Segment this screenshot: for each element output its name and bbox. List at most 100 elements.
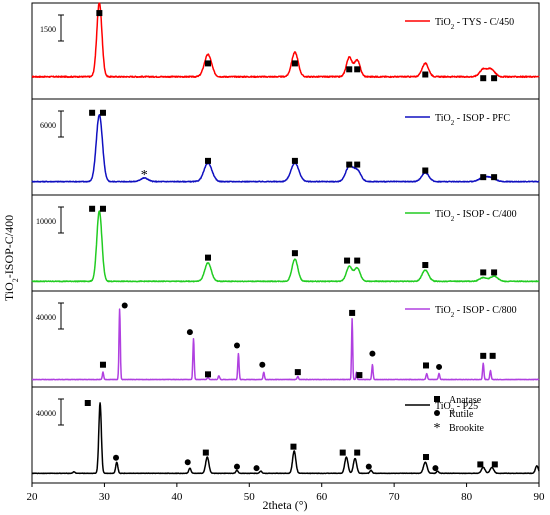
anatase-marker xyxy=(294,369,301,376)
scale-bar: 10000 xyxy=(36,206,64,234)
rutile-marker xyxy=(233,342,240,349)
pattern-curve xyxy=(31,114,540,183)
pattern-curve xyxy=(31,402,540,475)
series-name-part: TiO xyxy=(435,17,451,28)
series-legend-label: TiO2 - P25 xyxy=(435,401,478,415)
brookite-legend-icon: * xyxy=(434,421,441,436)
rutile-marker xyxy=(369,350,376,357)
series-legend-label: TiO2 - ISOP - C/400 xyxy=(435,209,517,223)
anatase-marker xyxy=(356,372,363,379)
anatase-marker xyxy=(205,60,212,67)
anatase-marker xyxy=(489,352,496,359)
rutile-marker xyxy=(233,463,240,470)
x-axis-title: 2theta (°) xyxy=(262,498,307,512)
y-axis-title-sub: 2 xyxy=(11,278,20,282)
anatase-marker xyxy=(354,449,361,456)
x-tick-label: 60 xyxy=(316,491,328,503)
anatase-marker xyxy=(354,66,361,73)
scale-bar-label: 10000 xyxy=(36,217,56,226)
anatase-marker xyxy=(344,257,351,264)
series-legend: TiO2 - ISOP - PFC xyxy=(405,113,510,127)
series-name-sub: 2 xyxy=(451,215,455,223)
anatase-marker xyxy=(422,167,429,174)
rutile-marker xyxy=(436,363,443,370)
peak-legend: Anatase Rutile * Brookite xyxy=(434,395,485,436)
anatase-marker xyxy=(339,449,346,456)
y-axis-title-main: TiO xyxy=(2,282,16,301)
scale-bar: 40000 xyxy=(36,302,64,330)
x-tick-label: 30 xyxy=(99,491,111,503)
rutile-marker xyxy=(259,361,266,368)
anatase-marker xyxy=(291,250,298,257)
panel-2: 6000 TiO2 - ISOP - PFC * xyxy=(31,98,540,196)
series-legend-label: TiO2 - ISOP - PFC xyxy=(435,113,510,127)
anatase-marker xyxy=(480,352,487,359)
series-name-part: - TYS - C/450 xyxy=(454,17,514,28)
anatase-marker xyxy=(205,157,212,164)
series-name-sub: 2 xyxy=(451,23,455,31)
anatase-marker xyxy=(346,66,353,73)
anatase-marker xyxy=(202,449,209,456)
anatase-marker xyxy=(422,71,429,78)
brookite-marker: * xyxy=(141,168,148,183)
panel-3: 10000 TiO2 - ISOP - C/400 xyxy=(31,194,540,292)
scale-bar: 1500 xyxy=(40,14,64,42)
rutile-marker xyxy=(113,454,120,461)
series-name-sub: 2 xyxy=(451,119,455,127)
panel-4: 40000 TiO2 - ISOP - C/800 xyxy=(31,290,540,388)
anatase-marker xyxy=(205,371,212,378)
series-name-part: - P25 xyxy=(454,401,478,412)
anatase-marker xyxy=(96,10,103,17)
rutile-marker xyxy=(253,465,260,472)
x-axis-ticks: 20 30 40 50 60 70 80 90 xyxy=(27,483,546,503)
series-legend: TiO2 - P25 xyxy=(405,401,478,415)
pattern-curve xyxy=(31,210,540,283)
series-name-part: - ISOP - C/800 xyxy=(454,305,516,316)
rutile-marker xyxy=(186,329,193,336)
pattern-curve xyxy=(31,308,540,381)
rutile-marker xyxy=(184,459,191,466)
y-axis-title: TiO2-ISOP-C/400 xyxy=(2,215,20,301)
scale-bar: 40000 xyxy=(36,398,64,426)
anatase-marker xyxy=(99,109,106,116)
series-legend-label: TiO2 - TYS - C/450 xyxy=(435,17,514,31)
series-legend: TiO2 - ISOP - C/400 xyxy=(405,209,517,223)
anatase-marker xyxy=(491,461,498,468)
series-name-part: TiO xyxy=(435,305,451,316)
anatase-marker xyxy=(205,254,212,261)
series-name-part: TiO xyxy=(435,209,451,220)
series-name-part: - ISOP - PFC xyxy=(454,113,510,124)
panel-5: 40000 TiO2 - P25 xyxy=(31,386,540,484)
anatase-legend-icon xyxy=(434,396,440,402)
series-legend: TiO2 - TYS - C/450 xyxy=(405,17,514,31)
scale-bar-label: 40000 xyxy=(36,313,56,322)
scale-bar: 6000 xyxy=(40,110,64,138)
anatase-marker xyxy=(290,443,297,450)
anatase-marker xyxy=(99,205,106,212)
panel-1: 1500 TiO2 - TYS - C/450 xyxy=(31,2,540,100)
anatase-marker xyxy=(84,400,91,406)
anatase-marker xyxy=(423,362,430,369)
x-tick-label: 90 xyxy=(534,491,546,503)
anatase-marker xyxy=(480,174,487,181)
series-name-part: TiO xyxy=(435,401,451,412)
panel-frame xyxy=(31,386,540,484)
x-tick-label: 80 xyxy=(461,491,473,503)
x-tick-label: 50 xyxy=(244,491,256,503)
series-name-sub: 2 xyxy=(451,407,455,415)
series-legend: TiO2 - ISOP - C/800 xyxy=(405,305,517,319)
x-tick-label: 20 xyxy=(27,491,39,503)
x-tick-label: 70 xyxy=(389,491,401,503)
scale-bar-label: 6000 xyxy=(40,121,56,130)
anatase-marker xyxy=(346,161,353,168)
rutile-legend-label: Rutile xyxy=(449,409,474,420)
anatase-marker xyxy=(89,205,96,212)
scale-bar-label: 40000 xyxy=(36,409,56,418)
rutile-legend-icon xyxy=(434,410,440,416)
rutile-marker xyxy=(365,463,372,470)
series-name-part: TiO xyxy=(435,113,451,124)
anatase-marker xyxy=(99,361,106,368)
anatase-marker xyxy=(491,75,498,82)
